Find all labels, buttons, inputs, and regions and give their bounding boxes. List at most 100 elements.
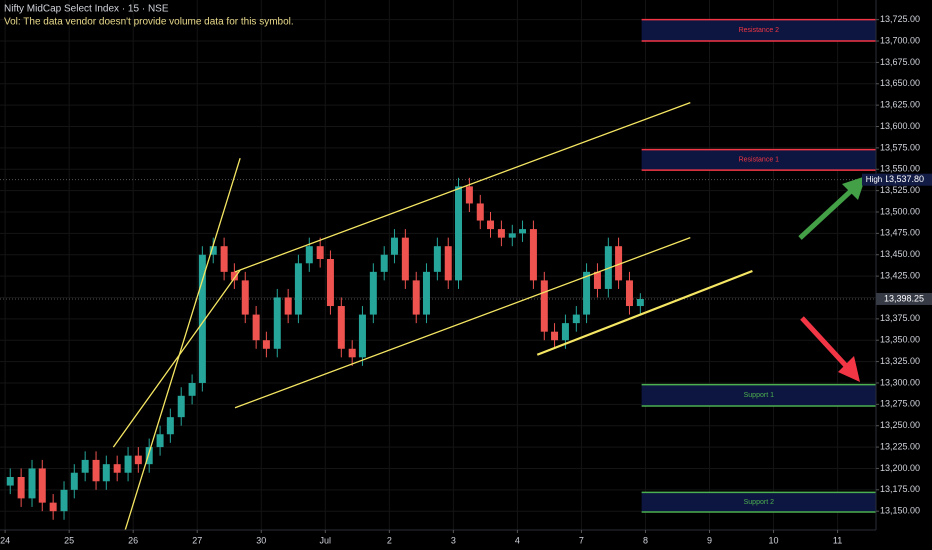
marker-label: High [866, 175, 882, 184]
candle-body [476, 203, 484, 221]
candle-body [92, 459, 100, 482]
candle-body [326, 259, 334, 307]
x-tick-label: 27 [192, 535, 202, 545]
trend-line [234, 237, 691, 409]
zone-label: Support 1 [744, 392, 774, 399]
y-tick-label: 13,150.00 [880, 506, 920, 516]
candle-body [220, 246, 228, 272]
y-tick-label: 13,425.00 [880, 270, 920, 280]
marker-tag [862, 173, 886, 186]
candle-body [615, 246, 623, 281]
trend-line [536, 269, 753, 356]
x-tick-label: 10 [769, 535, 779, 545]
y-tick-label: 13,275.00 [880, 399, 920, 409]
zone [641, 149, 876, 171]
candle-body [369, 271, 377, 315]
price-tag [876, 292, 932, 305]
price-tag-label: 13,398.25 [884, 293, 924, 303]
candle-body [519, 229, 527, 234]
candle-body [156, 434, 164, 448]
y-tick-label: 13,700.00 [880, 35, 920, 45]
y-tick-label: 13,225.00 [880, 441, 920, 451]
x-tick-label: 11 [833, 535, 842, 545]
candle-body [348, 348, 356, 358]
candle-body [284, 297, 292, 315]
candle-body [305, 246, 313, 264]
y-tick-label: 13,625.00 [880, 100, 920, 110]
candle-body [487, 220, 495, 230]
y-tick-label: 13,525.00 [880, 185, 920, 195]
y-tick-label: 13,300.00 [880, 377, 920, 387]
y-tick-label: 13,550.00 [880, 164, 920, 174]
candle-body [529, 229, 537, 281]
candle-body [433, 246, 441, 272]
candle-body [465, 186, 473, 204]
candle-body [134, 455, 142, 465]
candle-body [294, 263, 302, 315]
zone [641, 19, 876, 42]
y-tick-label: 13,200.00 [880, 463, 920, 473]
x-tick-label: 30 [256, 535, 266, 545]
zone [641, 384, 876, 407]
x-tick-label: 7 [579, 535, 584, 545]
candle-body [337, 306, 345, 349]
x-tick-label: 2 [387, 535, 392, 545]
candle-body [28, 468, 36, 499]
candle-body [497, 229, 505, 238]
candles [6, 177, 644, 520]
y-tick-label: 13,575.00 [880, 142, 920, 152]
candle-body [390, 237, 398, 255]
candle-body [6, 477, 14, 486]
x-tick-label: 3 [451, 535, 456, 545]
candle-body [593, 271, 601, 289]
drawings [112, 101, 753, 531]
zone-label: Resistance 2 [739, 27, 780, 34]
x-tick-label: 26 [128, 535, 138, 545]
candle-body [380, 254, 388, 272]
x-tick-label: 8 [643, 535, 648, 545]
candle-body [230, 271, 238, 281]
candle-body [273, 297, 281, 349]
chart-subtitle: Vol: The data vendor doesn't provide vol… [4, 17, 294, 28]
x-tick-label: 25 [64, 535, 74, 545]
candle-body [188, 382, 196, 396]
candle-body [252, 314, 260, 341]
candle-body [636, 298, 644, 307]
candle-body [454, 186, 462, 281]
x-tick-label: 9 [707, 535, 712, 545]
price-tag [876, 173, 932, 186]
candle-body [625, 280, 633, 307]
candle-body [551, 331, 559, 341]
zone-label: Resistance 1 [739, 157, 780, 164]
arrows [798, 176, 866, 382]
zones: Resistance 2 Resistance 1 Support 1 Support… [641, 18, 876, 513]
trend-line [234, 101, 691, 273]
candle-body [604, 246, 612, 289]
y-tick-label: 13,600.00 [880, 121, 920, 131]
candle-body [49, 502, 57, 512]
zone-label: Support 2 [744, 499, 774, 506]
x-tick-label: 4 [515, 535, 520, 545]
candle-body [102, 464, 110, 482]
arrow-up-head [842, 176, 866, 200]
candle-body [241, 280, 249, 315]
chart-title: Nifty MidCap Select Index · 15 · NSE [4, 4, 169, 15]
trend-line [124, 157, 241, 531]
arrow-down [800, 316, 850, 370]
candle-body [70, 472, 78, 490]
y-tick-label: 13,175.00 [880, 484, 920, 494]
y-tick-label: 13,650.00 [880, 78, 920, 88]
candle-body [124, 455, 132, 473]
axes: 13,150.00 13,175.00 13,200.00 13,225.00 13,2… [0, 14, 932, 545]
candle-body [262, 340, 270, 349]
candle-body [60, 489, 68, 512]
price-tag-label: 13,537.80 [884, 174, 924, 184]
candle-body [166, 417, 174, 435]
candle-body [422, 271, 430, 315]
candle-body [561, 323, 569, 341]
y-tick-label: 13,475.00 [880, 228, 920, 238]
trend-line [112, 269, 241, 448]
candle-body [444, 246, 452, 281]
candle-body [17, 477, 25, 499]
